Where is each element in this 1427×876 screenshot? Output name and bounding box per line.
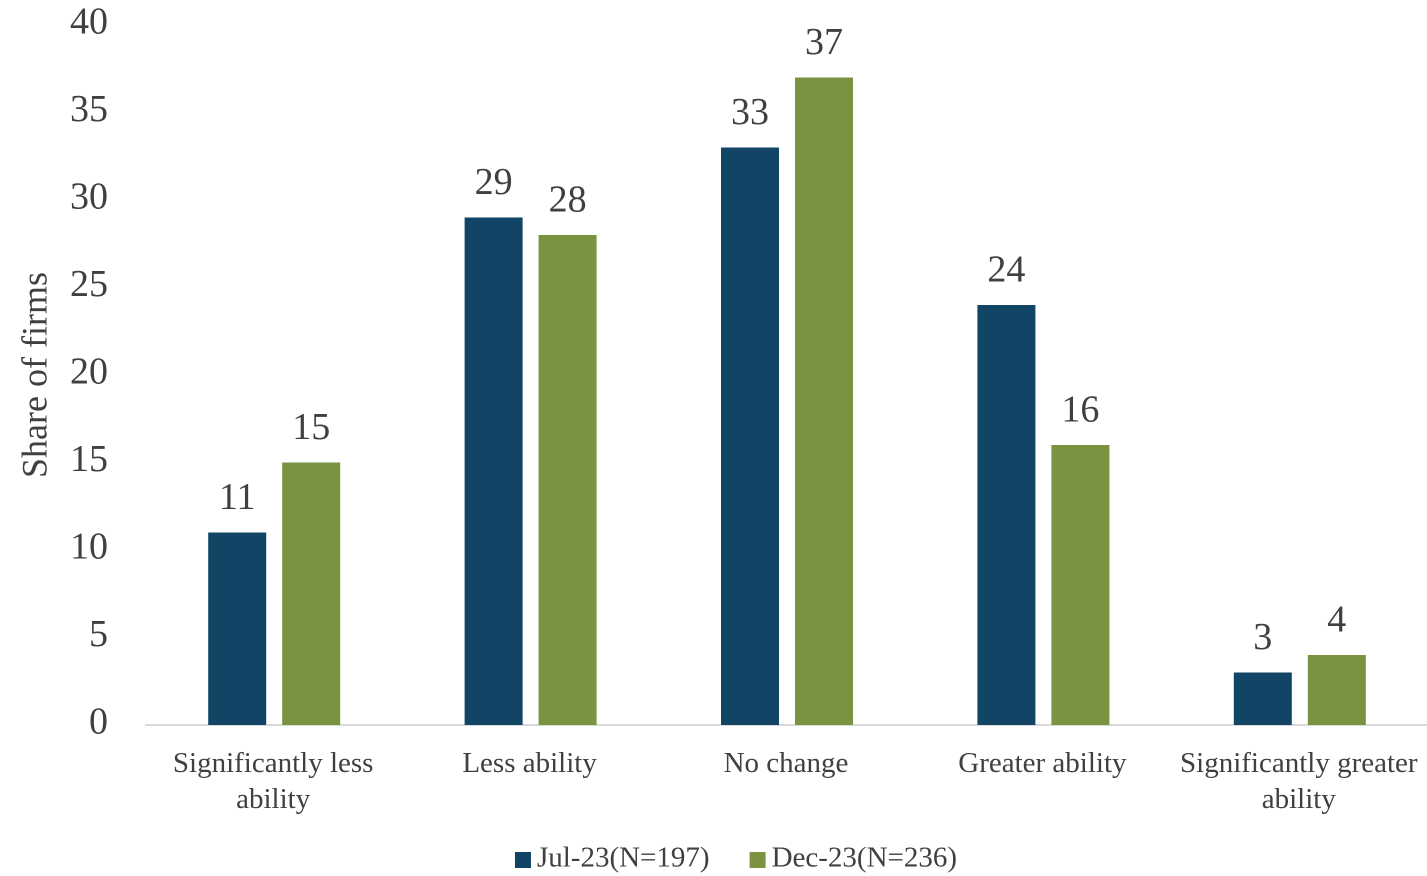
y-tick-label: 40 [70, 1, 108, 43]
x-tick-label: Significantly less ability [172, 747, 374, 815]
data-label: 15 [292, 406, 330, 448]
x-tick-label: No change [723, 747, 849, 779]
y-axis-label: Share of firms [14, 272, 54, 478]
x-tick-label: Greater ability [958, 747, 1127, 779]
data-label: 29 [475, 161, 513, 203]
y-tick-label: 20 [70, 351, 108, 393]
x-tick-label: Less ability [462, 747, 597, 779]
data-label: 37 [805, 21, 843, 63]
x-tick-label: Significantly greater ability [1180, 747, 1418, 815]
y-tick-label: 35 [70, 88, 108, 130]
bar [795, 77, 853, 725]
bar [464, 217, 523, 725]
bar [208, 532, 267, 725]
legend-label: Jul-23(N=197) [537, 842, 710, 874]
data-label: 11 [219, 476, 256, 518]
y-tick-label: 5 [89, 613, 108, 655]
legend-swatch [749, 852, 766, 868]
y-tick-label: 25 [70, 263, 108, 305]
y-tick-label: 30 [70, 176, 108, 218]
y-tick-label: 0 [89, 701, 108, 743]
legend-swatch [514, 852, 531, 868]
bar [282, 462, 341, 725]
data-label: 24 [987, 249, 1025, 291]
bar [1051, 445, 1110, 725]
y-tick-label: 10 [70, 526, 108, 568]
bar [977, 305, 1036, 725]
bar [721, 147, 779, 725]
data-label: 33 [731, 91, 769, 133]
data-label: 3 [1253, 616, 1272, 658]
data-label: 16 [1061, 389, 1099, 431]
bar [538, 235, 597, 725]
data-label: 4 [1327, 599, 1346, 641]
y-tick-label: 15 [70, 438, 108, 480]
bar [1307, 655, 1366, 725]
legend-label: Dec-23(N=236) [772, 842, 957, 874]
data-label: 28 [549, 179, 587, 221]
bar [1233, 672, 1292, 725]
